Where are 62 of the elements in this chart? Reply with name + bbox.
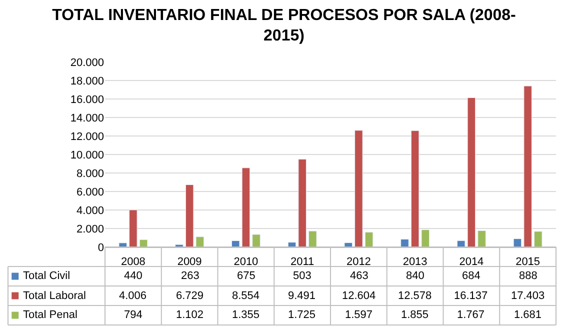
bar xyxy=(118,242,127,247)
y-tick-label: 18.000 xyxy=(70,75,104,88)
data-label: 6.729 xyxy=(176,290,204,302)
bar xyxy=(344,242,352,247)
y-tick-label: 20.000 xyxy=(70,56,104,69)
data-label: 463 xyxy=(350,270,368,282)
y-tick-label: 8.000 xyxy=(76,168,104,180)
data-label: 840 xyxy=(406,270,424,282)
x-tick-label: 2011 xyxy=(290,256,314,268)
data-label: 9.491 xyxy=(288,290,316,302)
data-label: 1.355 xyxy=(232,309,260,321)
data-label: 1.725 xyxy=(288,309,316,321)
x-tick-label: 2015 xyxy=(516,256,540,268)
bar xyxy=(478,230,486,247)
data-label: 16.137 xyxy=(454,290,488,302)
x-tick-label: 2014 xyxy=(459,256,484,268)
data-label: 503 xyxy=(293,270,312,282)
x-tick-label: 2008 xyxy=(120,256,146,268)
x-tick-label: 2010 xyxy=(234,256,258,268)
bar xyxy=(513,238,522,247)
data-label: 8.554 xyxy=(232,290,260,302)
data-label: 1.855 xyxy=(401,309,429,321)
bar xyxy=(298,158,306,247)
y-tick-label: 14.000 xyxy=(70,112,104,124)
y-tick-label: 10.000 xyxy=(70,149,104,162)
y-tick-label: 12.000 xyxy=(70,130,104,143)
data-label: 794 xyxy=(124,309,142,321)
data-label: 4.006 xyxy=(119,290,147,302)
bar xyxy=(308,230,317,247)
y-tick-label: 6.000 xyxy=(76,186,104,198)
x-tick-label: 2013 xyxy=(402,256,428,268)
y-tick-label: 0 xyxy=(98,242,104,254)
data-label: 12.578 xyxy=(398,290,432,302)
bar xyxy=(139,239,148,247)
data-label: 1.681 xyxy=(514,309,542,321)
data-label: 888 xyxy=(519,270,538,282)
data-label: 440 xyxy=(124,270,142,282)
chart-title: TOTAL INVENTARIO FINAL DE PROCESOS POR SALA (2008- 2015) xyxy=(52,6,516,45)
data-label: 1.102 xyxy=(176,309,204,321)
bar xyxy=(524,86,532,247)
bar xyxy=(534,231,542,247)
data-label: 12.604 xyxy=(342,290,376,302)
x-tick-label: 2009 xyxy=(177,256,202,268)
legend-label: Total Penal xyxy=(23,309,78,321)
bar xyxy=(252,234,260,247)
bar xyxy=(400,238,409,247)
data-label: 675 xyxy=(237,270,256,282)
data-label: 263 xyxy=(181,270,200,282)
data-label: 684 xyxy=(462,270,480,282)
y-tick-label: 4.000 xyxy=(76,204,104,217)
y-tick-label: 2.000 xyxy=(76,223,104,236)
legend-label: Total Laboral xyxy=(23,290,86,302)
data-label: 1.767 xyxy=(457,309,485,321)
x-tick-label: 2012 xyxy=(346,256,371,268)
y-tick-label: 16.000 xyxy=(70,94,104,106)
bar xyxy=(364,232,374,247)
bar xyxy=(129,210,138,247)
legend-label: Total Civil xyxy=(23,270,70,282)
bar xyxy=(175,244,184,247)
data-label: 17.403 xyxy=(511,290,545,302)
data-label: 1.597 xyxy=(345,309,373,321)
bar xyxy=(354,130,363,247)
